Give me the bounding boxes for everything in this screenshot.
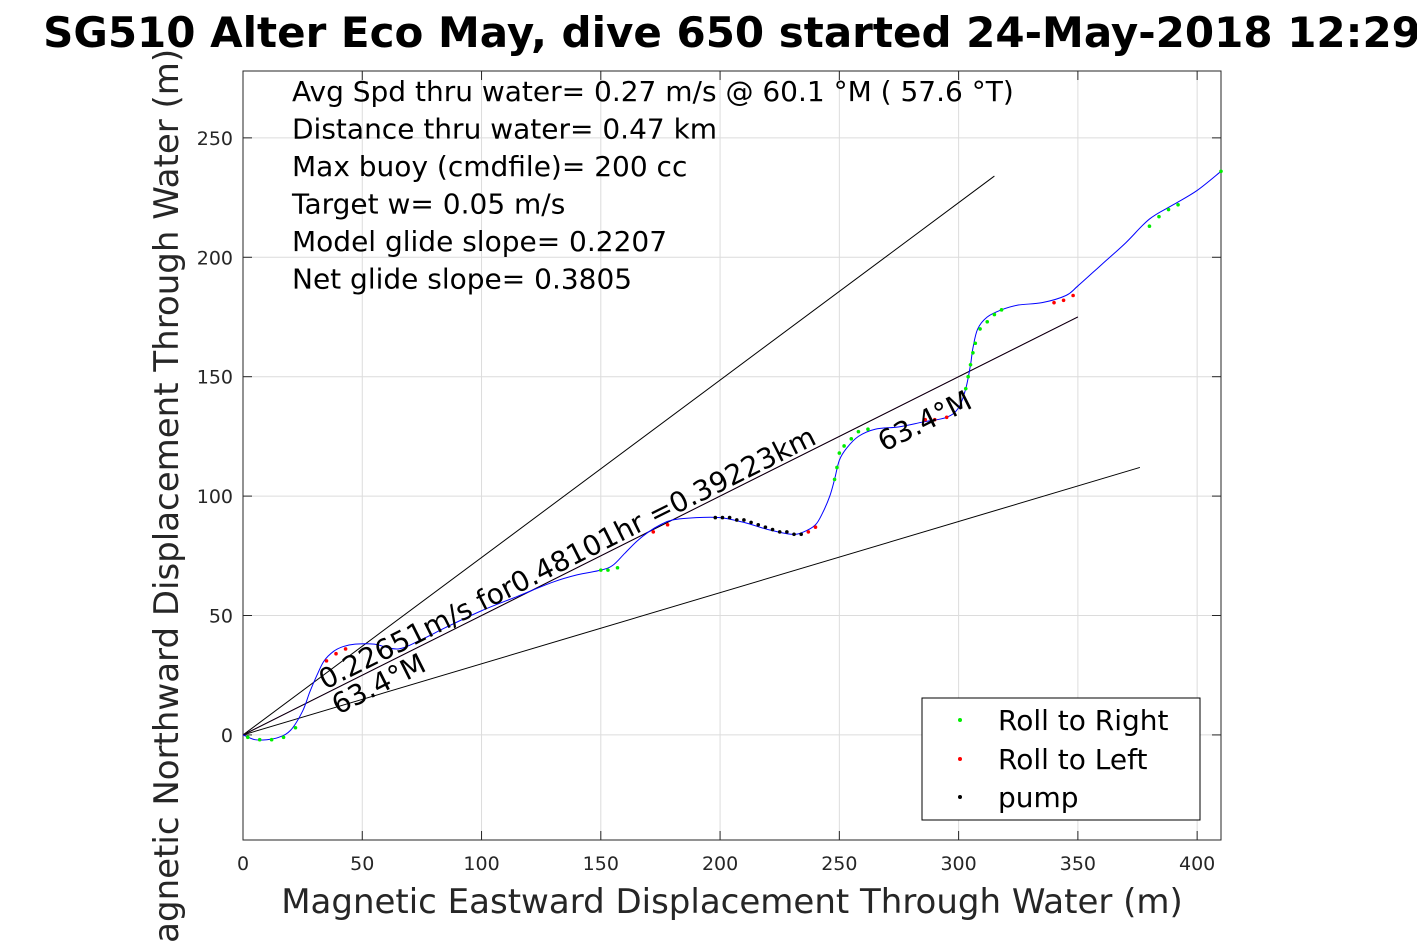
y-tick-label: 0 <box>221 725 233 747</box>
annotation-model-glide: Model glide slope= 0.2207 <box>292 225 667 258</box>
legend: Roll to Right Roll to Left pump <box>921 697 1201 821</box>
roll-right-point <box>1219 169 1223 174</box>
x-tick-label: 50 <box>350 853 374 875</box>
x-tick-label: 150 <box>583 853 619 875</box>
heading-label-upper: 63.4°M <box>872 384 977 459</box>
roll-right-point <box>968 362 973 367</box>
guide-line <box>242 316 1079 736</box>
roll-left-point <box>806 530 811 534</box>
x-tick-label: 350 <box>1060 853 1096 875</box>
x-tick-label: 400 <box>1179 853 1215 875</box>
roll-left-point <box>665 522 670 527</box>
pump-point <box>742 518 746 522</box>
roll-right-point <box>978 327 982 331</box>
roll-left-point <box>1052 300 1056 305</box>
annotation-net-glide: Net glide slope= 0.3805 <box>292 263 632 296</box>
pump-point <box>720 515 725 520</box>
y-tick-label: 200 <box>197 247 233 269</box>
roll-right-point <box>963 386 968 391</box>
roll-left-point <box>334 651 338 656</box>
roll-right-point <box>1166 207 1171 212</box>
axis-ticks: 0 50 100 150 200 250 300 350 400 0 50 100 150 200 250 <box>197 71 1221 875</box>
pump-point <box>792 532 796 537</box>
grid <box>242 71 1221 840</box>
y-tick-label: 50 <box>209 606 233 628</box>
pump-point <box>756 522 761 527</box>
roll-right-point <box>866 427 870 432</box>
pump-point <box>770 527 775 532</box>
legend-marker-roll-right <box>958 718 962 722</box>
annotation-target-w: Target w= 0.05 m/s <box>291 188 565 221</box>
roll-right-point <box>971 351 975 355</box>
x-tick-label: 0 <box>237 853 249 875</box>
roll-right-point <box>835 465 839 470</box>
roll-right-point <box>615 565 620 570</box>
roll-right-point <box>973 341 978 346</box>
pump-point <box>777 530 782 534</box>
roll-right-point <box>837 451 842 455</box>
pump-point <box>727 515 732 520</box>
speed-line-label: 0.22651m/s for0.48101hr =0.39223km <box>313 420 821 696</box>
guide-lines <box>242 175 1141 736</box>
roll-right-point <box>849 436 854 441</box>
y-tick-label: 250 <box>197 128 233 150</box>
roll-right-point <box>842 444 846 448</box>
stats-annotations: Avg Spd thru water= 0.27 m/s @ 60.1 °M (… <box>291 75 1014 296</box>
pump-point <box>799 532 803 537</box>
roll-right-point <box>1157 214 1161 219</box>
roll-right-point <box>856 429 861 434</box>
annotation-avg-speed: Avg Spd thru water= 0.27 m/s @ 60.1 °M (… <box>292 75 1014 108</box>
legend-label-roll-right: Roll to Right <box>998 704 1169 737</box>
x-tick-label: 250 <box>821 853 857 875</box>
roll-right-point <box>599 568 603 572</box>
roll-left-point <box>1061 298 1066 303</box>
guide-line <box>242 175 995 736</box>
legend-box <box>921 697 1201 821</box>
roll-left-point <box>813 525 818 529</box>
roll-right-point <box>1147 224 1152 229</box>
pump-point <box>763 525 768 529</box>
roll-right-point <box>257 737 262 742</box>
guide-line <box>242 466 1141 736</box>
roll-right-point <box>999 308 1004 312</box>
pump-point <box>785 530 789 534</box>
roll-right-point <box>269 737 274 742</box>
pump-point <box>713 515 718 520</box>
x-axis-label: Magnetic Eastward Displacement Through W… <box>281 882 1183 922</box>
roll-left-point <box>1071 293 1075 298</box>
roll-right-point <box>293 725 298 730</box>
roll-right-point <box>992 312 997 317</box>
y-axis-label: Magnetic Northward Displacement Through … <box>147 49 187 945</box>
roll-right-point <box>245 735 250 740</box>
y-tick-label: 100 <box>197 486 233 508</box>
x-tick-label: 200 <box>702 853 738 875</box>
x-tick-label: 100 <box>463 853 499 875</box>
roll-right-point <box>985 319 990 324</box>
pump-point <box>734 518 739 522</box>
y-tick-label: 150 <box>197 367 233 389</box>
roll-left-point <box>343 647 348 651</box>
chart-title: SG510 Alter Eco May, dive 650 started 24… <box>43 8 1417 57</box>
roll-right-point <box>1176 202 1180 207</box>
roll-left-point <box>324 659 329 663</box>
x-tick-label: 300 <box>940 853 976 875</box>
legend-label-roll-left: Roll to Left <box>998 743 1147 776</box>
annotation-distance: Distance thru water= 0.47 km <box>292 113 717 146</box>
roll-right-point <box>832 477 837 482</box>
roll-right-point <box>281 735 286 740</box>
roll-right-point <box>606 568 610 572</box>
pump-point <box>749 520 753 525</box>
marker-points <box>245 169 1223 742</box>
roll-left-point <box>923 417 928 422</box>
legend-label-pump: pump <box>998 781 1079 814</box>
annotation-max-buoy: Max buoy (cmdfile)= 200 cc <box>292 150 687 183</box>
legend-marker-pump <box>958 795 962 799</box>
roll-left-point <box>932 417 937 422</box>
legend-marker-roll-left <box>958 757 962 761</box>
roll-left-point <box>651 530 656 534</box>
axes-box <box>242 70 1222 841</box>
roll-left-point <box>944 415 949 420</box>
roll-right-point <box>966 374 970 379</box>
